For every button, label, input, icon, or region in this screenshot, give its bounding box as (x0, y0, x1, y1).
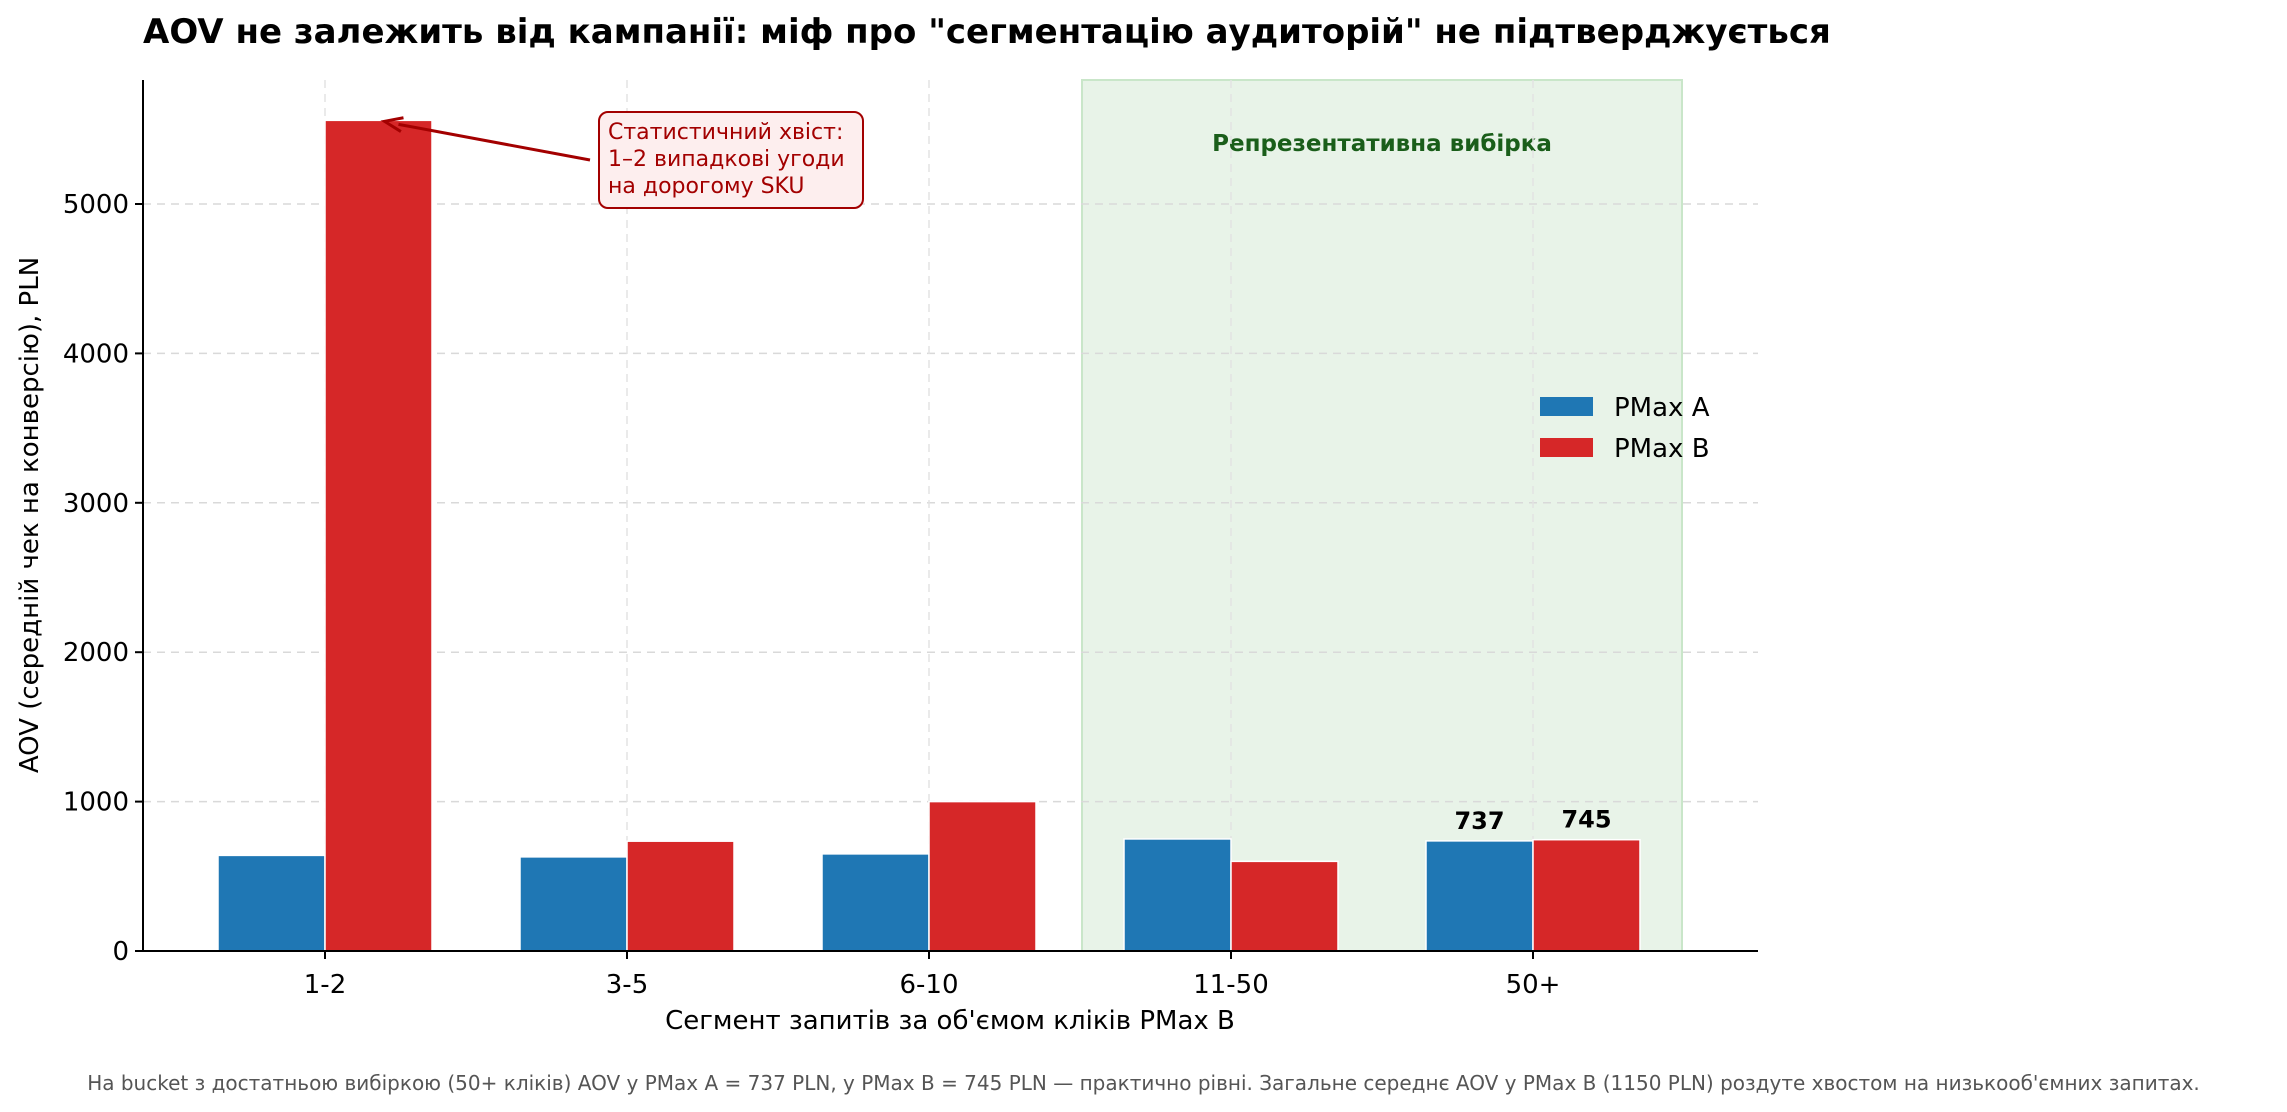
data-label: 745 (1561, 806, 1611, 834)
y-tick-label: 0 (112, 937, 129, 967)
bar-pmax-b-6-10 (928, 800, 1037, 952)
bar-pmax-a-50+ (1425, 840, 1534, 952)
bar-pmax-a-3-5 (519, 856, 628, 952)
x-tick-label: 3-5 (606, 970, 648, 1000)
legend-swatch-pmax-a (1540, 397, 1593, 416)
outlier-annotation: Статистичний хвіст: 1–2 випадкові угоди … (598, 111, 864, 209)
y-tick-label: 3000 (63, 489, 129, 519)
x-tick-label: 11-50 (1193, 970, 1269, 1000)
annotation-arrow-head (380, 116, 404, 133)
x-tick-label: 1-2 (304, 970, 346, 1000)
highlight-region (1081, 79, 1683, 952)
x-tick-label: 50+ (1506, 970, 1561, 1000)
x-tick-label: 6-10 (899, 970, 958, 1000)
bar-pmax-b-1-2 (324, 119, 433, 952)
y-tick-label: 1000 (63, 788, 129, 818)
y-tick-label: 2000 (63, 638, 129, 668)
bar-pmax-b-3-5 (626, 840, 735, 952)
bar-pmax-b-11-50 (1230, 860, 1339, 952)
y-tick-label: 4000 (63, 339, 129, 369)
y-axis-label: AOV (середній чек на конверсію), PLN (15, 257, 45, 773)
legend-label-pmax-b: PMax B (1614, 434, 1710, 464)
bar-pmax-a-11-50 (1123, 838, 1232, 952)
legend-label-pmax-a: PMax A (1614, 393, 1710, 423)
chart-title: AOV не залежить від кампанії: міф про "с… (143, 12, 1831, 52)
bar-pmax-a-6-10 (821, 853, 930, 952)
data-label: 737 (1454, 807, 1504, 835)
highlight-region-label: Репрезентативна вибірка (1212, 131, 1552, 157)
footnote: На bucket з достатньою вибіркою (50+ клі… (87, 1071, 2200, 1095)
y-tick-label: 5000 (63, 190, 129, 220)
bar-pmax-b-50+ (1532, 838, 1641, 952)
x-axis-label: Сегмент запитів за об'ємом кліків PMax B (665, 1006, 1235, 1036)
legend-swatch-pmax-b (1540, 438, 1593, 457)
bar-pmax-a-1-2 (217, 854, 326, 952)
annotation-arrow (398, 122, 591, 162)
